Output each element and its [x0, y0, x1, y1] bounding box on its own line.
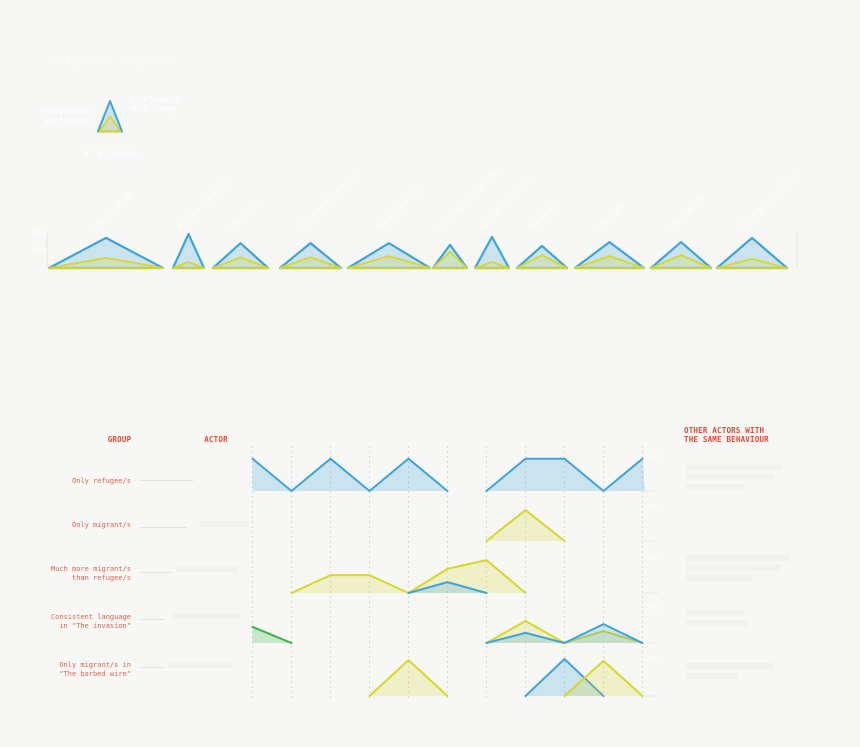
top-axis-50-label: 50% [34, 245, 46, 253]
illegible-faint-text [686, 474, 774, 480]
row-chart-line [485, 457, 644, 492]
group-label: Only refugee/s [71, 477, 131, 485]
photo-migrant-triangle [212, 256, 269, 269]
row-chart-fill [408, 582, 487, 593]
illegible-faint-text [686, 575, 752, 581]
row-chart-line [368, 659, 449, 697]
row-100pct-label: 100% [646, 554, 662, 562]
illegible-faint-text [686, 464, 782, 470]
top-axis-100-label: 100% [30, 229, 46, 237]
photo-migrant-triangle [279, 256, 342, 269]
legend-migrant-line1: % migrant/s [40, 107, 90, 116]
photo-migrant-triangle [474, 261, 510, 269]
legend-migrant-label: % migrant/s word usage [18, 107, 90, 125]
row-chart-fill [564, 660, 643, 696]
legend-refugee-label: % refugee/s word usage [130, 95, 180, 113]
row-100pct-label: 100% [646, 604, 662, 612]
group-connector-line [141, 667, 163, 668]
illegible-faint-text [176, 566, 238, 572]
group-connector-line [141, 572, 171, 573]
row-chart-fill [486, 624, 643, 643]
group-label: Consistent language in "The invasion" [50, 613, 131, 630]
group-column-header: GROUP [107, 435, 132, 444]
row-chart-fill [525, 659, 604, 696]
illegible-faint-text [200, 521, 248, 527]
photo-migrant-triangle [347, 255, 431, 269]
row-100pct-label: 100% [646, 453, 662, 461]
group-connector-line [141, 619, 164, 620]
illegible-faint-text [686, 484, 744, 490]
illegible-faint-text [686, 565, 782, 571]
photo-migrant-triangle [650, 254, 712, 269]
row-chart-line [485, 623, 644, 644]
photo-migrant-triangle [574, 255, 645, 269]
legend-actors-label: n° of actors [84, 149, 139, 158]
row-chart-line [251, 457, 449, 492]
page-title: "refugee" - "migrant" [47, 56, 173, 66]
legend-migrant-triangle [98, 115, 122, 133]
row-chart-fill [486, 510, 565, 541]
row-chart-line [251, 625, 293, 644]
photo-migrant-triangle [172, 261, 205, 269]
legend-migrant-line2: word usage [44, 115, 90, 125]
row-chart-line [524, 658, 605, 697]
group-label: Only migrant/s in "The barbed wire" [59, 661, 131, 678]
row-chart-line [563, 659, 644, 697]
group-label: Only migrant/s [71, 520, 131, 529]
other-actors-header-line2: THE SAME BEHAVIOUR [684, 435, 769, 444]
group-connector-line [141, 527, 186, 528]
row-chart-fill [486, 458, 645, 491]
group-label: Much more migrant/s than refugee/s [50, 565, 131, 582]
legend-refugee-line2: word usage [130, 103, 176, 113]
illegible-faint-text [686, 663, 774, 669]
photo-migrant-triangle [432, 250, 468, 269]
row-chart-fill [291, 560, 526, 593]
illegible-faint-text [170, 613, 240, 619]
actor-column-header: ACTOR [204, 435, 228, 444]
other-actors-header-line1: OTHER ACTORS WITH [684, 426, 765, 435]
illegible-faint-text [686, 610, 744, 616]
row-100pct-label: 100% [646, 655, 662, 663]
group-connector-line [141, 480, 193, 481]
legend-refugee-line1: % refugee/s [130, 95, 180, 104]
row-chart-fill [369, 660, 448, 696]
illegible-faint-text [686, 555, 790, 561]
illegible-faint-text [686, 620, 748, 626]
illegible-faint-text [686, 673, 738, 679]
photo-migrant-triangle [716, 257, 788, 269]
row-chart-fill [486, 620, 643, 643]
row-100pct-label: 100% [646, 503, 662, 511]
row-chart-line [407, 581, 488, 594]
row-chart-line [485, 509, 566, 542]
other-actors-header: OTHER ACTORS WITH THE SAME BEHAVIOUR [684, 426, 769, 444]
illegible-faint-text [168, 662, 232, 668]
photo-migrant-triangle [516, 254, 568, 269]
photo-migrant-triangle [48, 256, 164, 269]
